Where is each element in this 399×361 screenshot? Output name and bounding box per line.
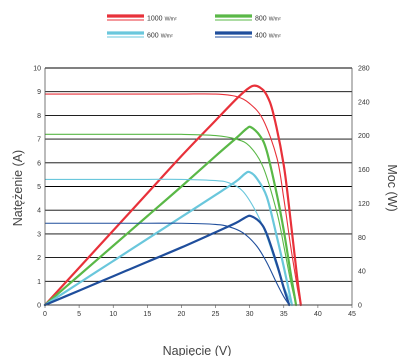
y2-tick-label: 80 bbox=[358, 235, 366, 242]
y2-tick-label: 120 bbox=[358, 201, 370, 208]
y-tick-label: 4 bbox=[37, 208, 41, 215]
y2-tick-label: 200 bbox=[358, 133, 370, 140]
series-curves bbox=[43, 84, 302, 307]
current-curve-1000 bbox=[45, 93, 302, 306]
y-tick-label: 5 bbox=[37, 184, 41, 191]
x-tick-label: 35 bbox=[280, 311, 288, 318]
x-tick-label: 45 bbox=[348, 311, 356, 318]
legend-label-1000: 1000 W/m² bbox=[147, 16, 177, 23]
legend: 1000 W/m² 800 W/m² 600 W/m² 400 W/m² bbox=[107, 14, 281, 40]
tick-labels: 0 5 10 15 20 25 30 35 40 450123456789100408012016… bbox=[33, 66, 370, 319]
y-tick-label: 3 bbox=[37, 231, 41, 238]
y2-tick-label: 40 bbox=[358, 269, 366, 276]
x-tick-label: 20 bbox=[178, 311, 186, 318]
legend-label-600: 600 W/m² bbox=[147, 33, 173, 40]
y-axis-title: Natężenie (A) bbox=[11, 150, 25, 226]
x-tick-label: 10 bbox=[109, 311, 117, 318]
x-tick-label: 0 bbox=[43, 311, 47, 318]
x-tick-label: 15 bbox=[143, 311, 151, 318]
legend-unit-600: W/m² bbox=[161, 34, 173, 40]
y-tick-label: 8 bbox=[37, 113, 41, 120]
power-curve-600 bbox=[43, 170, 294, 307]
y-tick-label: 1 bbox=[37, 279, 41, 286]
y-tick-label: 10 bbox=[33, 66, 41, 73]
y2-tick-label: 280 bbox=[358, 66, 370, 73]
legend-unit-800: W/m² bbox=[269, 17, 281, 23]
y2-tick-label: 240 bbox=[358, 99, 370, 106]
y-tick-label: 2 bbox=[37, 255, 41, 262]
y-tick-label: 9 bbox=[37, 89, 41, 96]
legend-label-400: 400 W/m² bbox=[255, 33, 281, 40]
x-axis-title: Napięcie (V) bbox=[163, 344, 232, 356]
legend-label-800: 800 W/m² bbox=[255, 16, 281, 23]
x-tick-label: 25 bbox=[212, 311, 220, 318]
y2-axis-title: Moc (W) bbox=[385, 164, 399, 211]
legend-unit-1000: W/m² bbox=[165, 17, 177, 23]
x-tick-label: 30 bbox=[246, 311, 254, 318]
grid-lines bbox=[45, 67, 352, 306]
power-curve-400 bbox=[43, 214, 291, 307]
axes bbox=[44, 68, 353, 308]
y-tick-label: 0 bbox=[37, 303, 41, 310]
x-tick-label: 5 bbox=[77, 311, 81, 318]
legend-unit-400: W/m² bbox=[269, 34, 281, 40]
y2-tick-label: 0 bbox=[358, 303, 362, 310]
y2-tick-label: 160 bbox=[358, 167, 370, 174]
power-curve-1000 bbox=[43, 84, 302, 307]
x-tick-label: 40 bbox=[314, 311, 322, 318]
y-tick-label: 7 bbox=[37, 137, 41, 144]
y-tick-label: 6 bbox=[37, 160, 41, 167]
power-curve-800 bbox=[43, 125, 298, 307]
